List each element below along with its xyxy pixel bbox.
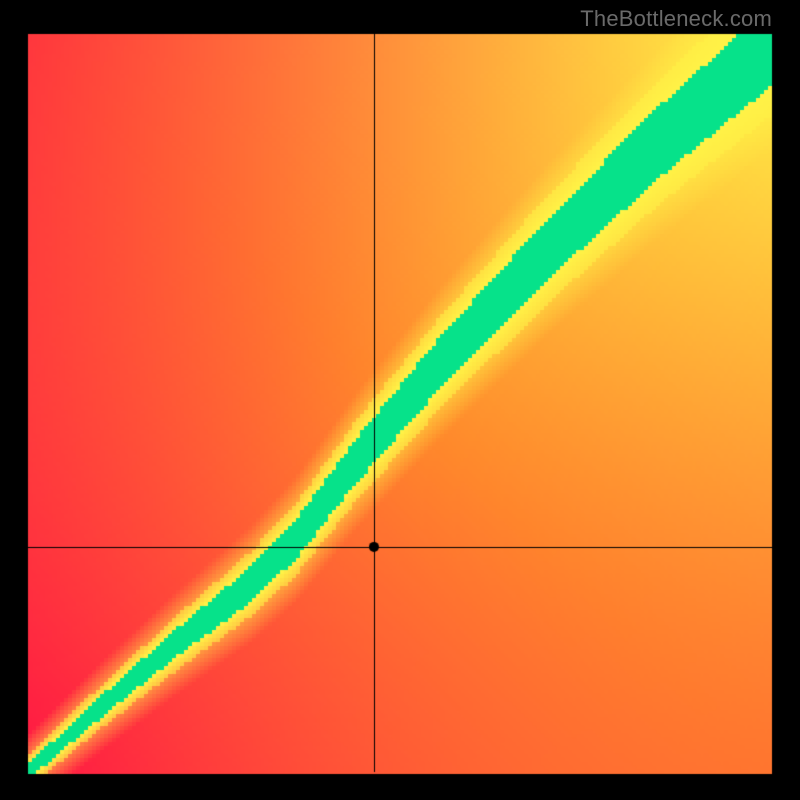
chart-frame: TheBottleneck.com (0, 0, 800, 800)
watermark-text: TheBottleneck.com (580, 6, 772, 32)
heatmap-canvas (0, 0, 800, 800)
